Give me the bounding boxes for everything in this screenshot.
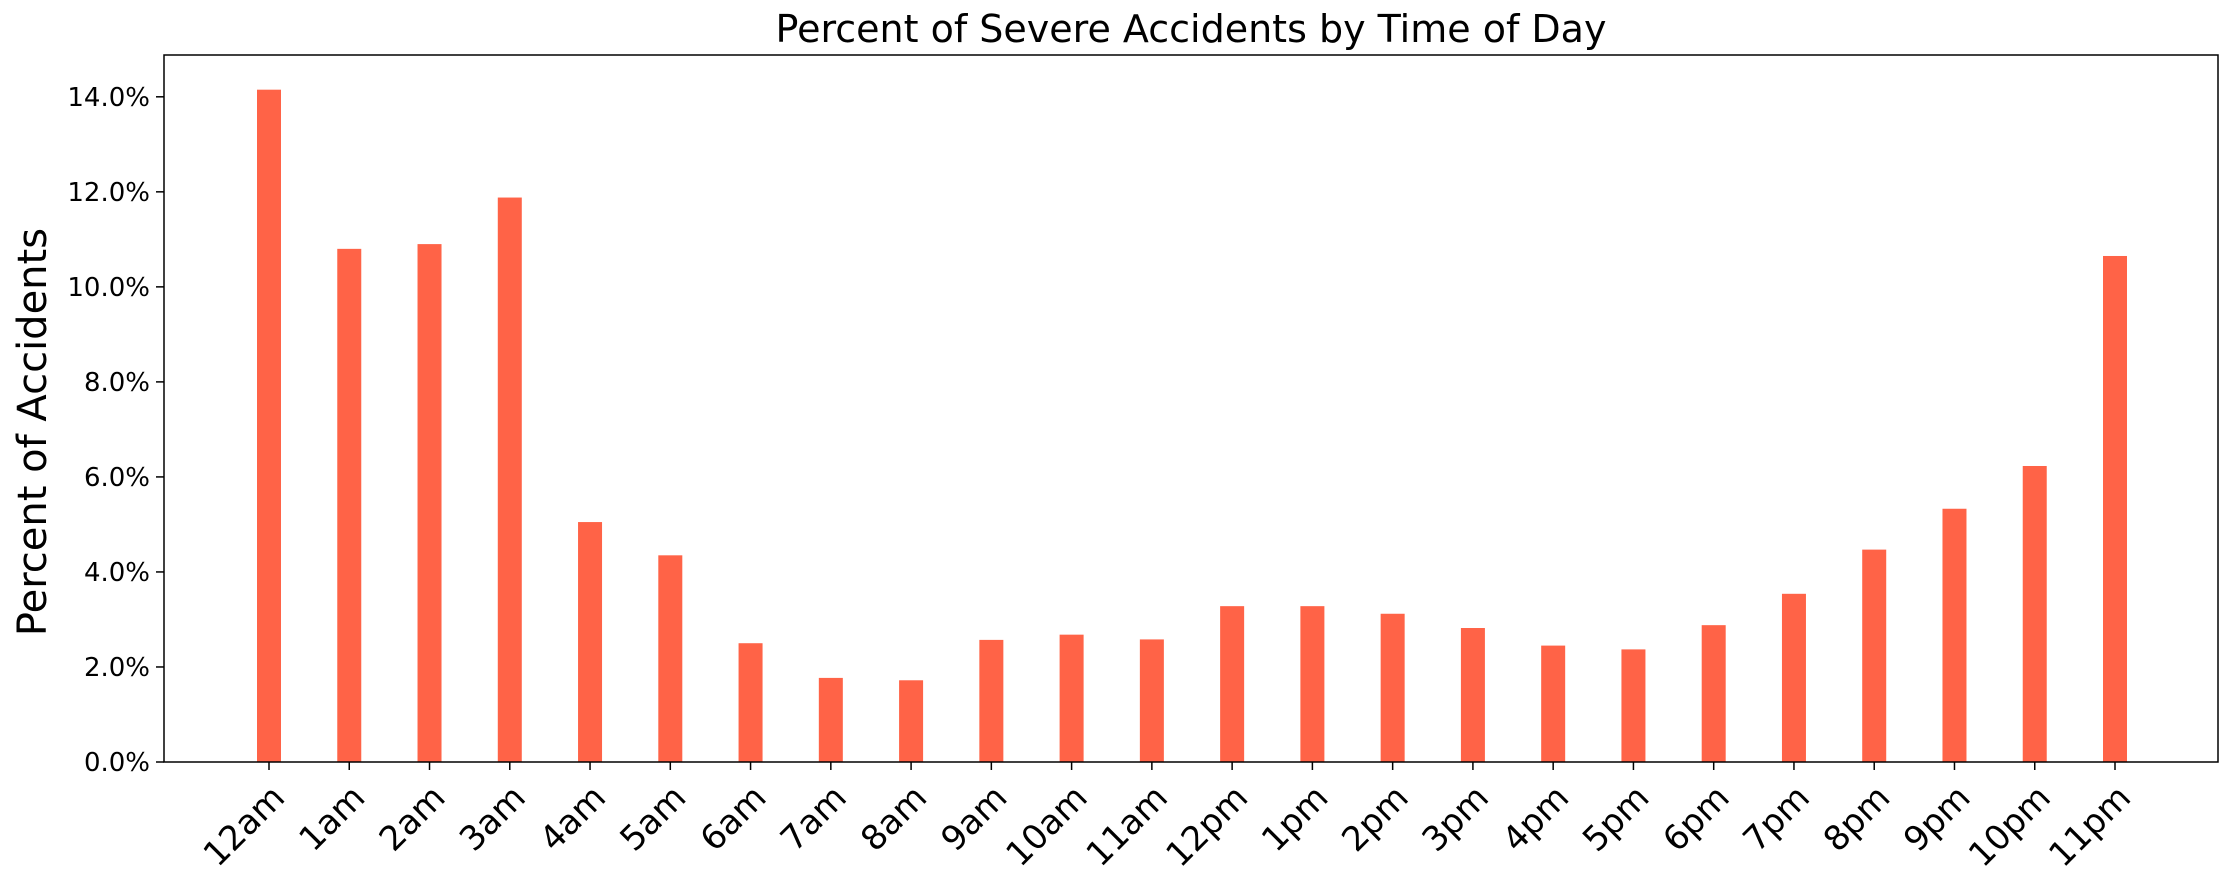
y-axis-label: Percent of Accidents xyxy=(10,228,56,636)
x-tick-label: 1am xyxy=(291,778,373,860)
bar-11pm xyxy=(2103,255,2127,762)
bar-5pm xyxy=(1621,649,1646,762)
bar-9am xyxy=(979,639,1004,762)
y-tick-label: 10.0% xyxy=(67,273,150,303)
x-tick-label: 3am xyxy=(452,778,534,860)
x-tick-label: 3pm xyxy=(1415,778,1497,860)
bar-10pm xyxy=(2022,465,2047,762)
x-tick-label: 6am xyxy=(693,778,775,860)
bar-7am xyxy=(818,677,843,762)
x-tick-label: 2pm xyxy=(1334,778,1416,860)
x-tick-label: 11am xyxy=(1079,778,1176,875)
bar-5am xyxy=(658,555,683,762)
x-tick-label: 11pm xyxy=(2041,778,2139,876)
x-tick-label: 10pm xyxy=(1961,778,2059,876)
bar-10am xyxy=(1059,634,1084,762)
x-tick-label: 12am xyxy=(196,778,293,875)
bar-8pm xyxy=(1862,549,1887,762)
x-tick-label: 7pm xyxy=(1736,778,1818,860)
bar-7pm xyxy=(1781,593,1806,762)
bar-6am xyxy=(738,643,763,762)
bar-6pm xyxy=(1701,625,1726,762)
y-tick-label: 4.0% xyxy=(84,558,150,588)
x-tick-label: 6pm xyxy=(1655,778,1737,860)
x-tick-label: 4pm xyxy=(1495,778,1577,860)
bar-3pm xyxy=(1460,628,1485,762)
y-tick-label: 0.0% xyxy=(84,748,150,778)
bar-9pm xyxy=(1942,508,1967,762)
y-axis-ticks: 0.0% 2.0% 4.0% 6.0% 8.0% 10.0% 12.0% 14.0% xyxy=(67,83,164,778)
x-tick-label: 5pm xyxy=(1575,778,1657,860)
x-tick-label: 2am xyxy=(372,778,454,860)
bar-1am xyxy=(337,248,362,762)
bar-12pm xyxy=(1220,606,1245,762)
y-tick-label: 8.0% xyxy=(84,368,150,398)
bar-12am xyxy=(257,89,281,762)
bar-1pm xyxy=(1300,606,1325,762)
bar-4pm xyxy=(1541,645,1566,762)
x-tick-label: 7am xyxy=(773,778,855,860)
bar-8am xyxy=(899,680,924,762)
bar-2am xyxy=(417,244,442,762)
bar-series xyxy=(257,89,2127,762)
x-tick-label: 1pm xyxy=(1254,778,1336,860)
x-tick-label: 4am xyxy=(532,778,614,860)
x-tick-label: 8am xyxy=(853,778,935,860)
bar-3am xyxy=(497,197,522,762)
y-tick-label: 12.0% xyxy=(67,178,150,208)
x-tick-label: 5am xyxy=(612,778,694,860)
x-axis-ticks: 12am1am2am3am4am5am6am7am8am9am10am11am1… xyxy=(196,762,2139,875)
bar-2pm xyxy=(1380,613,1405,762)
y-tick-label: 2.0% xyxy=(84,653,150,683)
chart-title: Percent of Severe Accidents by Time of D… xyxy=(776,7,1607,51)
x-tick-label: 10am xyxy=(998,778,1095,875)
bar-11am xyxy=(1139,639,1164,762)
x-tick-label: 12pm xyxy=(1158,778,1256,876)
plot-frame xyxy=(163,54,2219,763)
y-tick-label: 6.0% xyxy=(84,463,150,493)
x-tick-label: 8pm xyxy=(1816,778,1898,860)
bar-4am xyxy=(578,522,603,762)
y-tick-label: 14.0% xyxy=(67,83,150,113)
